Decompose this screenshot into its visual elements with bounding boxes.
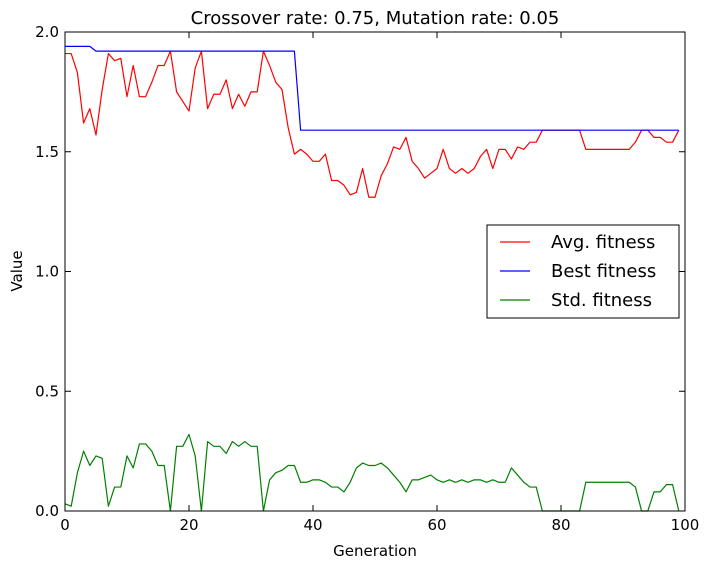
ticks-layer: 0 20 40 60 80 100 0.0 0.5 1.0 1.5 2.0 xyxy=(35,23,699,534)
x-tick-label: 60 xyxy=(427,516,446,534)
chart-title: Crossover rate: 0.75, Mutation rate: 0.0… xyxy=(191,8,560,29)
legend-label-avg-fitness: Avg. fitness xyxy=(551,232,655,253)
y-tick-label: 1.5 xyxy=(35,143,59,161)
series-line-std-fitness xyxy=(64,433,680,512)
x-tick-label: 0 xyxy=(60,516,70,534)
y-tick-label: 0.0 xyxy=(35,502,59,520)
x-tick-label: 100 xyxy=(671,516,700,534)
legend-label-std-fitness: Std. fitness xyxy=(551,290,652,311)
y-axis-title: Value xyxy=(8,250,26,291)
series-line-avg-fitness xyxy=(65,50,680,198)
x-tick-label: 40 xyxy=(303,516,322,534)
y-tick-label: 0.5 xyxy=(35,382,59,400)
y-tick-label: 1.0 xyxy=(35,263,59,281)
series-line-best-fitness xyxy=(65,45,679,131)
y-tick-label: 2.0 xyxy=(35,23,59,41)
x-tick-label: 80 xyxy=(551,516,570,534)
legend-label-best-fitness: Best fitness xyxy=(551,261,656,282)
legend: Avg. fitness Best fitness Std. fitness xyxy=(486,224,680,319)
x-tick-label: 20 xyxy=(179,516,198,534)
x-axis-title: Generation xyxy=(333,542,417,560)
